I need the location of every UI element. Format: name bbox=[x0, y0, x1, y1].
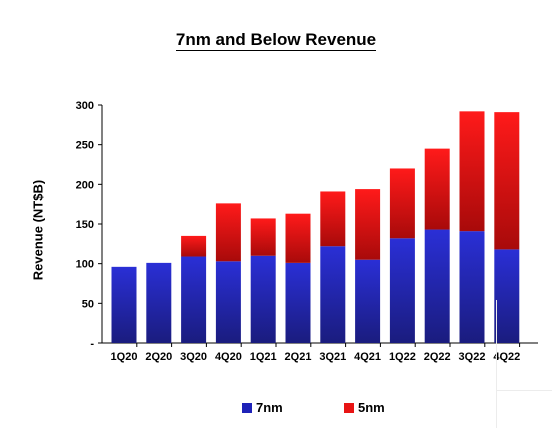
legend-label-5nm: 5nm bbox=[358, 400, 385, 415]
chart-title-text: 7nm and Below Revenue bbox=[175, 30, 377, 51]
bars bbox=[111, 111, 520, 343]
y-tick-label: - bbox=[90, 338, 94, 350]
bar-7nm-1Q20 bbox=[111, 266, 137, 343]
y-tick-label: 50 bbox=[82, 298, 94, 310]
bar-7nm-2Q21 bbox=[285, 262, 311, 343]
x-tick-label: 2Q22 bbox=[424, 351, 451, 363]
background-divider bbox=[496, 300, 497, 428]
bar-5nm-4Q20 bbox=[215, 203, 241, 262]
tick-labels: - 50 100 150 200 250 300 1Q20 2Q20 3Q20 4Q20 1Q21 2Q… bbox=[76, 100, 521, 363]
x-tick-label: 3Q20 bbox=[180, 351, 207, 363]
x-tick-label: 4Q20 bbox=[215, 351, 242, 363]
bar-5nm-3Q22 bbox=[459, 111, 485, 232]
legend-label-7nm: 7nm bbox=[256, 400, 283, 415]
y-tick-label: 100 bbox=[76, 259, 94, 271]
bar-5nm-2Q22 bbox=[424, 148, 450, 230]
bar-7nm-4Q20 bbox=[215, 261, 241, 343]
legend: 7nm 5nm bbox=[0, 400, 552, 420]
x-tick-label: 3Q22 bbox=[459, 351, 486, 363]
bar-7nm-4Q22 bbox=[494, 249, 520, 343]
x-tick-label: 1Q21 bbox=[250, 351, 277, 363]
bar-5nm-4Q22 bbox=[494, 112, 520, 250]
bar-5nm-1Q21 bbox=[250, 218, 276, 256]
legend-swatch-5nm bbox=[344, 402, 354, 413]
bar-7nm-3Q22 bbox=[459, 231, 485, 343]
chart-title: 7nm and Below Revenue bbox=[0, 30, 552, 51]
y-tick-label: 200 bbox=[76, 179, 94, 191]
bar-5nm-4Q21 bbox=[355, 189, 381, 260]
bar-7nm-3Q20 bbox=[181, 256, 207, 343]
legend-swatch-7nm bbox=[242, 402, 252, 413]
bar-chart: - 50 100 150 200 250 300 1Q20 2Q20 3Q20 4Q20 1Q21 2Q… bbox=[76, 100, 538, 363]
y-tick-label: 150 bbox=[76, 219, 94, 231]
bar-5nm-3Q21 bbox=[320, 191, 346, 247]
x-tick-label: 4Q21 bbox=[354, 351, 381, 363]
x-tick-label: 4Q22 bbox=[493, 351, 520, 363]
legend-item-7nm: 7nm bbox=[242, 400, 283, 415]
bar-7nm-2Q22 bbox=[424, 229, 450, 343]
x-tick-label: 2Q20 bbox=[145, 351, 172, 363]
y-tick-label: 250 bbox=[76, 140, 94, 152]
bar-7nm-3Q21 bbox=[320, 246, 346, 343]
x-tick-label: 1Q22 bbox=[389, 351, 416, 363]
y-tick-label: 300 bbox=[76, 100, 94, 112]
x-tick-label: 2Q21 bbox=[285, 351, 312, 363]
x-tick-label: 1Q20 bbox=[111, 351, 138, 363]
bar-7nm-1Q21 bbox=[250, 255, 276, 343]
x-tick-label: 3Q21 bbox=[319, 351, 346, 363]
bar-7nm-1Q22 bbox=[389, 238, 415, 343]
bar-7nm-4Q21 bbox=[355, 259, 381, 343]
bar-5nm-3Q20 bbox=[181, 235, 207, 257]
background-divider bbox=[496, 390, 552, 391]
bar-5nm-2Q21 bbox=[285, 213, 311, 263]
legend-item-5nm: 5nm bbox=[344, 400, 385, 415]
bar-7nm-2Q20 bbox=[146, 262, 172, 343]
bar-5nm-1Q22 bbox=[389, 168, 415, 239]
